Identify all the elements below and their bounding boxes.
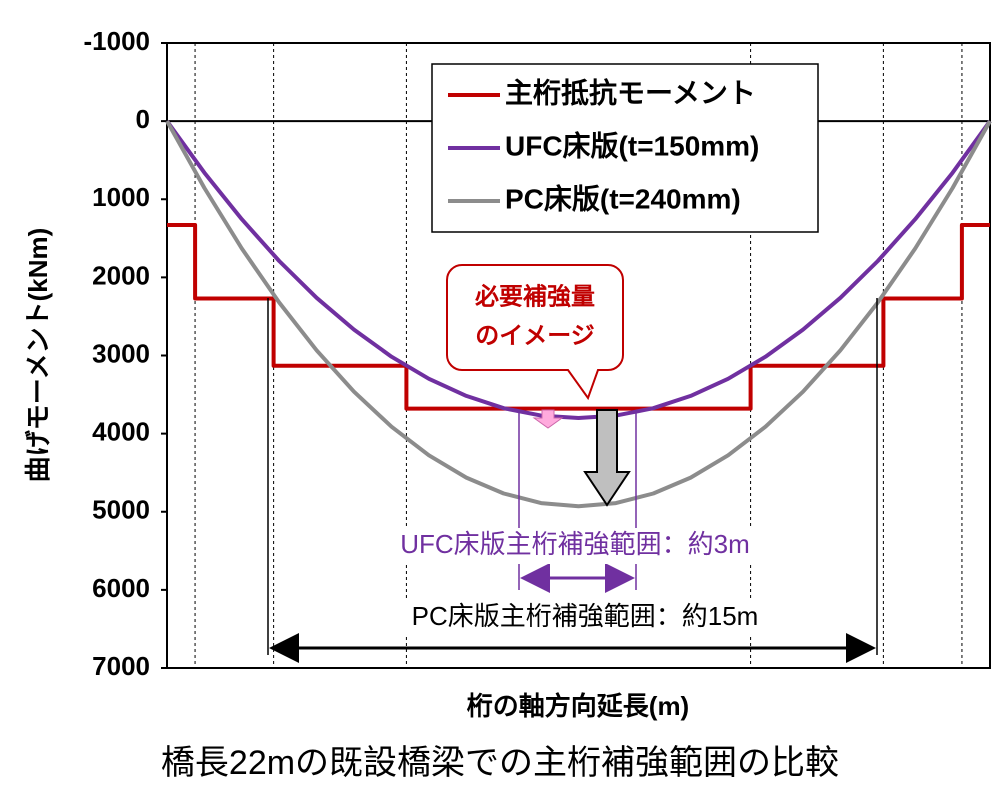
- legend-label: UFC床版(t=150mm): [505, 129, 759, 161]
- gray-arrow: [583, 409, 631, 507]
- pink-arrow: [532, 409, 564, 429]
- y-tick-label: 0: [136, 104, 150, 134]
- x-axis-label: 桁の軸方向延長(m): [467, 691, 689, 721]
- callout: [446, 264, 624, 401]
- legend-label: 主桁抵抗モーメント: [505, 76, 756, 108]
- y-tick-label: 1000: [92, 182, 150, 212]
- series-line: [165, 120, 992, 509]
- annotations: 必要補強量 のイメージ UFC床版主桁補強範囲：約3m PC床版主桁補強範囲：約…: [267, 264, 878, 663]
- label-bg: [355, 528, 795, 564]
- series-line: [165, 119, 992, 420]
- y-axis-label: 曲げモーメント(kNm): [23, 228, 53, 483]
- y-tick-label: 3000: [92, 338, 150, 368]
- pc-range-label: PC床版主桁補強範囲：約15m: [412, 601, 759, 631]
- series-line: [167, 223, 990, 411]
- y-tick-label: -1000: [84, 26, 151, 56]
- y-tick-label: 2000: [92, 260, 150, 290]
- y-tick-label: 7000: [92, 651, 150, 681]
- callout-text: 必要補強量: [475, 283, 595, 310]
- y-tick-label: 5000: [92, 495, 150, 525]
- ufc-range-label: UFC床版主桁補強範囲：約3m: [400, 529, 750, 559]
- label-bg: [375, 600, 795, 636]
- y-tick-label: 6000: [92, 573, 150, 603]
- caption: 橋長22mの既設橋梁での主桁補強範囲の比較: [161, 744, 839, 782]
- callout-text: のイメージ: [475, 322, 595, 349]
- y-tick-label: 4000: [92, 417, 150, 447]
- legend-label: PC床版(t=240mm): [505, 182, 741, 214]
